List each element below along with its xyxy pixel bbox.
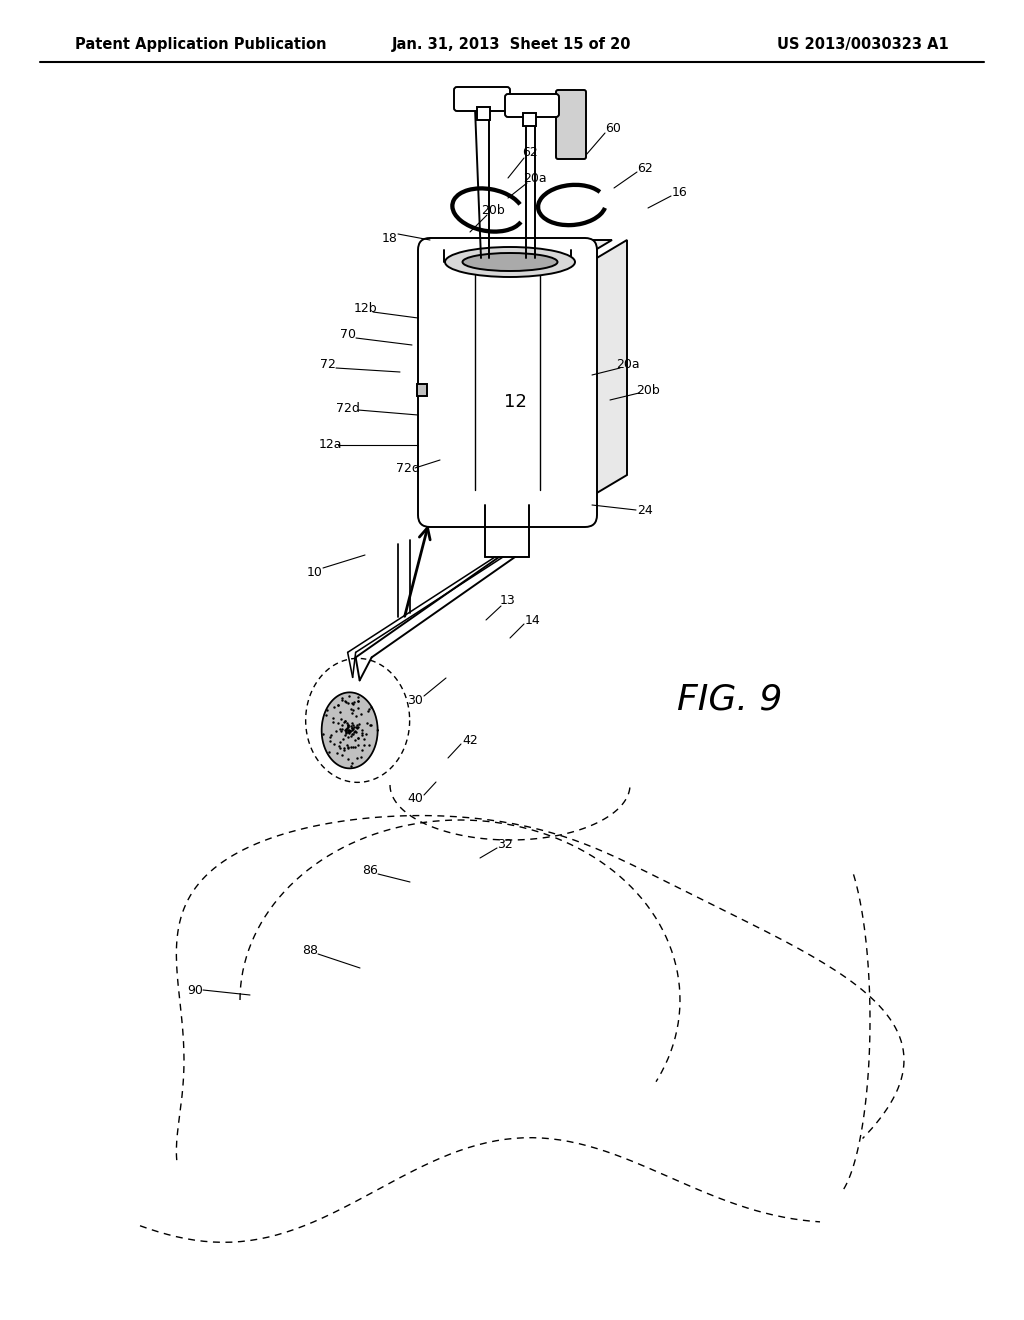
Text: 12b: 12b bbox=[353, 301, 377, 314]
Text: FIG. 9: FIG. 9 bbox=[677, 682, 782, 717]
Text: US 2013/0030323 A1: US 2013/0030323 A1 bbox=[777, 37, 949, 53]
Text: Jan. 31, 2013  Sheet 15 of 20: Jan. 31, 2013 Sheet 15 of 20 bbox=[392, 37, 632, 53]
Text: 72d: 72d bbox=[396, 462, 420, 474]
Text: 20b: 20b bbox=[481, 203, 505, 216]
Text: 88: 88 bbox=[302, 944, 318, 957]
Text: 86: 86 bbox=[362, 863, 378, 876]
FancyBboxPatch shape bbox=[556, 90, 586, 158]
Bar bbox=[417, 384, 427, 396]
Text: 14: 14 bbox=[525, 614, 541, 627]
Text: 30: 30 bbox=[408, 693, 423, 706]
Ellipse shape bbox=[463, 253, 557, 271]
Polygon shape bbox=[585, 240, 627, 500]
Text: 24: 24 bbox=[637, 503, 653, 516]
Text: 12: 12 bbox=[504, 393, 526, 411]
FancyBboxPatch shape bbox=[454, 87, 510, 111]
Text: 13: 13 bbox=[500, 594, 516, 606]
Polygon shape bbox=[322, 693, 378, 768]
Bar bbox=[523, 114, 536, 125]
Text: 42: 42 bbox=[462, 734, 478, 747]
Text: 72: 72 bbox=[321, 359, 336, 371]
Text: Patent Application Publication: Patent Application Publication bbox=[75, 37, 327, 53]
Polygon shape bbox=[445, 240, 612, 265]
Text: 12a: 12a bbox=[318, 438, 342, 451]
Text: 90: 90 bbox=[187, 983, 203, 997]
Text: 62: 62 bbox=[637, 161, 653, 174]
Text: 40: 40 bbox=[408, 792, 423, 804]
Text: 20a: 20a bbox=[523, 172, 547, 185]
Text: 62: 62 bbox=[522, 145, 538, 158]
Text: 16: 16 bbox=[672, 186, 688, 198]
Text: 72d: 72d bbox=[336, 401, 360, 414]
Text: 10: 10 bbox=[307, 565, 323, 578]
Ellipse shape bbox=[445, 247, 575, 277]
Text: 20a: 20a bbox=[616, 359, 640, 371]
Text: 20b: 20b bbox=[636, 384, 659, 396]
Text: 70: 70 bbox=[340, 329, 356, 342]
FancyBboxPatch shape bbox=[505, 94, 559, 117]
Text: 32: 32 bbox=[497, 838, 513, 851]
Text: 18: 18 bbox=[382, 231, 398, 244]
Bar bbox=[477, 107, 490, 120]
FancyBboxPatch shape bbox=[418, 238, 597, 527]
Text: 60: 60 bbox=[605, 121, 621, 135]
